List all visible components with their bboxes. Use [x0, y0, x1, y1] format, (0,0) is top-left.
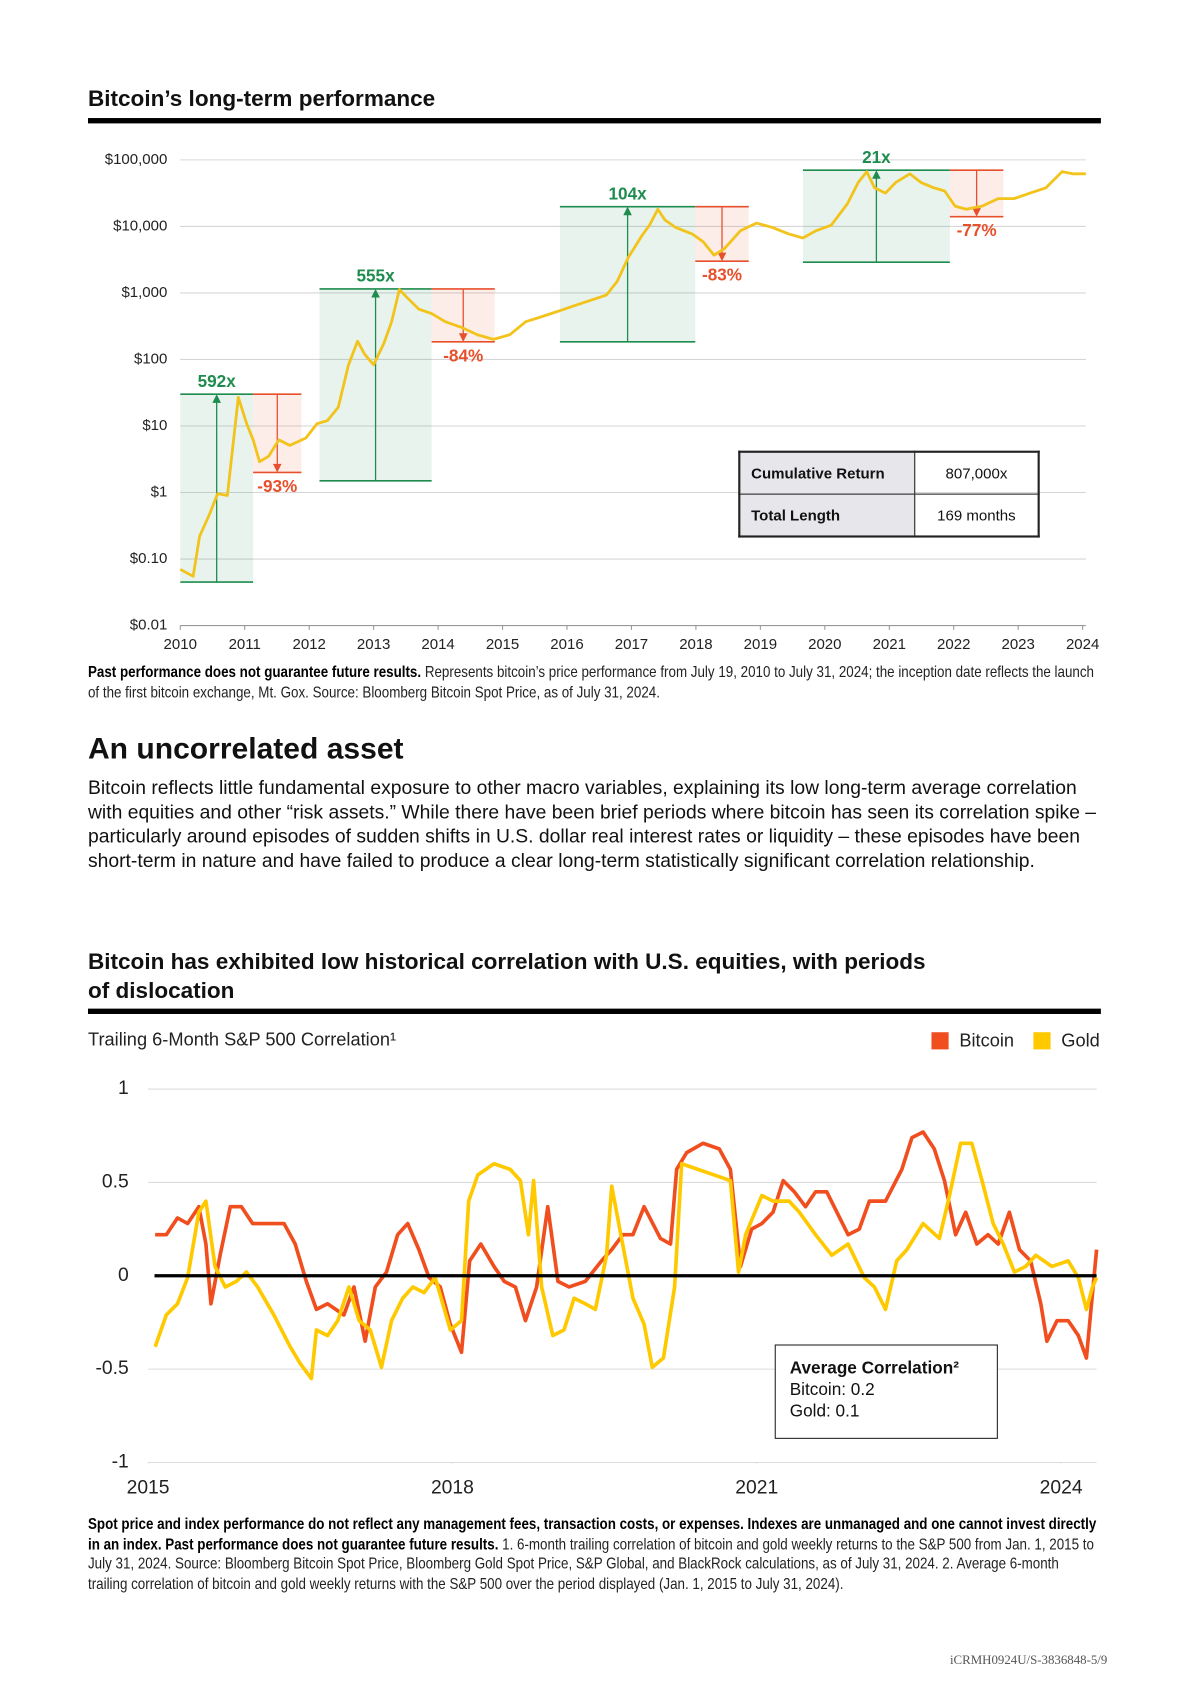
x-tick-label: 2012	[292, 636, 325, 653]
x-tick-label: 2023	[1001, 636, 1034, 653]
chart: $0.01 $0.10 $1 $10 $100 $1,000 $10,000 $100,000…	[105, 147, 1100, 653]
chart-title: Bitcoin has exhibited low historical cor…	[87, 949, 926, 1004]
x-tick-label: 2016	[550, 636, 583, 653]
y-tick-label: $100	[134, 350, 167, 367]
footer: iCRMH0924U/S-3836848-5/9	[949, 1652, 1108, 1668]
x-tick-label: 2020	[808, 636, 841, 653]
y-tick-label: $100,000	[105, 151, 168, 168]
annotation-label: -93%	[257, 476, 297, 496]
table-cell: Cumulative Return	[738, 451, 916, 495]
arrow-head	[872, 170, 881, 179]
x-tick-label: 2011	[229, 636, 261, 653]
x-tick-label: 2017	[615, 636, 648, 653]
caption-bold: Past performance does not guarantee futu…	[87, 664, 422, 682]
table-cell: 169 months	[914, 493, 1040, 538]
annotation-label: 104x	[609, 183, 648, 203]
caption-text: Represents bitcoin’s price performance f…	[87, 664, 1094, 702]
title-rule	[87, 118, 1101, 124]
note-line: Gold: 0.1	[789, 1402, 860, 1421]
table-row: Total Length 169 months	[738, 493, 1040, 538]
y-tick-label: -0.5	[95, 1358, 128, 1379]
x-tick-label: 2018	[431, 1477, 474, 1498]
x-tick-label: 2014	[421, 636, 454, 653]
footnote-bold: Spot price and index performance do not …	[87, 1516, 1097, 1554]
x-tick-label: 2022	[937, 636, 970, 653]
arrow-head	[717, 252, 727, 262]
table-cell: Total Length	[738, 493, 916, 538]
price-line	[179, 170, 1086, 578]
x-tick-label: 2024	[1040, 1477, 1083, 1498]
chart-title: Bitcoin’s long-term performance	[87, 86, 436, 112]
note-title: Average Correlation²	[789, 1359, 959, 1378]
legend-label: Bitcoin	[959, 1030, 1014, 1051]
caption: Past performance does not guarantee futu…	[88, 663, 1101, 704]
annotation-label: 592x	[198, 371, 237, 391]
y-tick-label: $10	[142, 417, 167, 434]
annotation-label: 21x	[862, 147, 891, 167]
x-tick-label: 2015	[127, 1477, 170, 1498]
annotation-label: -83%	[702, 265, 742, 285]
y-tick-label: 0	[118, 1265, 129, 1286]
section-body: Bitcoin reflects little fundamental expo…	[87, 776, 1097, 871]
arrow-head	[972, 208, 981, 217]
arrow-head	[272, 463, 282, 473]
y-tick-label: $1	[151, 483, 168, 500]
x-tick-label: 2024	[1066, 636, 1099, 653]
legend-swatch	[931, 1032, 949, 1050]
y-axis-label: Trailing 6-Month S&P 500 Correlation¹	[88, 1029, 396, 1050]
legend-label: Gold	[1061, 1030, 1100, 1051]
x-tick-label: 2018	[679, 636, 712, 653]
y-tick-label: 1	[118, 1078, 129, 1099]
table-cell: 807,000x	[914, 451, 1040, 495]
y-tick-label: $0.10	[130, 550, 168, 567]
section-heading: An uncorrelated asset	[87, 731, 404, 766]
y-tick-label: $0.01	[130, 617, 168, 634]
x-tick-label: 2021	[735, 1477, 778, 1498]
arrow-head	[212, 394, 221, 403]
table-row: Cumulative Return 807,000x	[738, 451, 1040, 495]
note-box: Average Correlation² Bitcoin: 0.2 Gold: …	[774, 1344, 998, 1439]
chart: Trailing 6-Month S&P 500 Correlation¹ -1 -…	[88, 1029, 1100, 1499]
x-tick-label: 2021	[873, 636, 906, 653]
x-tick-label: 2010	[164, 636, 197, 653]
x-tick-label: 2019	[744, 636, 777, 653]
annotation-label: -77%	[957, 220, 997, 240]
y-tick-label: -1	[112, 1452, 129, 1473]
y-tick-label: 0.5	[102, 1172, 129, 1193]
summary-table: Cumulative Return 807,000x Total Length 16…	[738, 450, 1040, 538]
annotation-label: 555x	[356, 266, 395, 286]
footnote: Spot price and index performance do not …	[88, 1515, 1101, 1594]
series-line	[153, 1141, 1099, 1381]
arrow-head	[623, 206, 632, 216]
note-line: Bitcoin: 0.2	[789, 1380, 875, 1400]
annotation-label: -84%	[443, 345, 483, 365]
series-line	[155, 1130, 1099, 1360]
y-tick-label: $1,000	[121, 284, 167, 301]
arrow-head	[458, 333, 468, 342]
x-tick-label: 2013	[357, 636, 390, 653]
arrow-head	[371, 288, 380, 298]
legend-swatch	[1033, 1032, 1051, 1050]
footnote-text: 1. 6-month trailing correlation of bitco…	[87, 1535, 1094, 1593]
title-rule	[87, 1008, 1101, 1014]
y-tick-label: $10,000	[113, 217, 167, 234]
x-tick-label: 2015	[486, 636, 519, 653]
